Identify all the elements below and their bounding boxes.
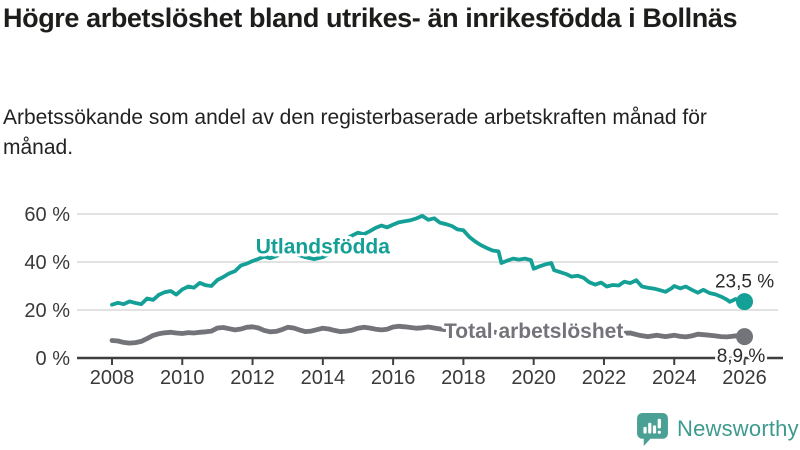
y-tick-label: 20 % [24,300,70,322]
x-tick-label: 2012 [230,367,275,389]
x-tick-label: 2018 [441,367,486,389]
series-inline-label: Utlandsfödda [256,235,390,258]
series-line [109,323,747,346]
chart-title: Högre arbetslöshet bland utrikes- än inr… [3,3,738,33]
y-tick-label: 0 % [36,348,71,370]
y-tick-label: 60 % [24,204,70,226]
series-line [110,213,747,307]
x-tick-label: 2016 [371,367,416,389]
brand-name: Newsworthy [677,416,799,441]
x-tick-label: 2026 [722,367,767,389]
newsworthy-logo[interactable]: Newsworthy [636,411,799,447]
chart-subtitle: Arbetssökande som andel av den registerb… [3,106,707,160]
x-tick-label: 2010 [160,367,205,389]
series-end-dot [736,328,754,346]
x-tick-label: 2022 [582,367,627,389]
bar-chart-speech-bubble-icon [637,412,668,446]
series-end-value-label: 23,5 % [715,271,774,292]
series-inline-label: Total arbetslöshet [444,320,623,343]
x-tick-label: 2024 [652,367,697,389]
x-tick-label: 2008 [90,367,135,389]
series-end-value-label: 8,9 % [717,346,766,367]
x-tick-label: 2014 [301,367,346,389]
x-tick-label: 2020 [511,367,556,389]
series-end-dot [736,293,754,311]
y-tick-label: 40 % [24,252,70,274]
